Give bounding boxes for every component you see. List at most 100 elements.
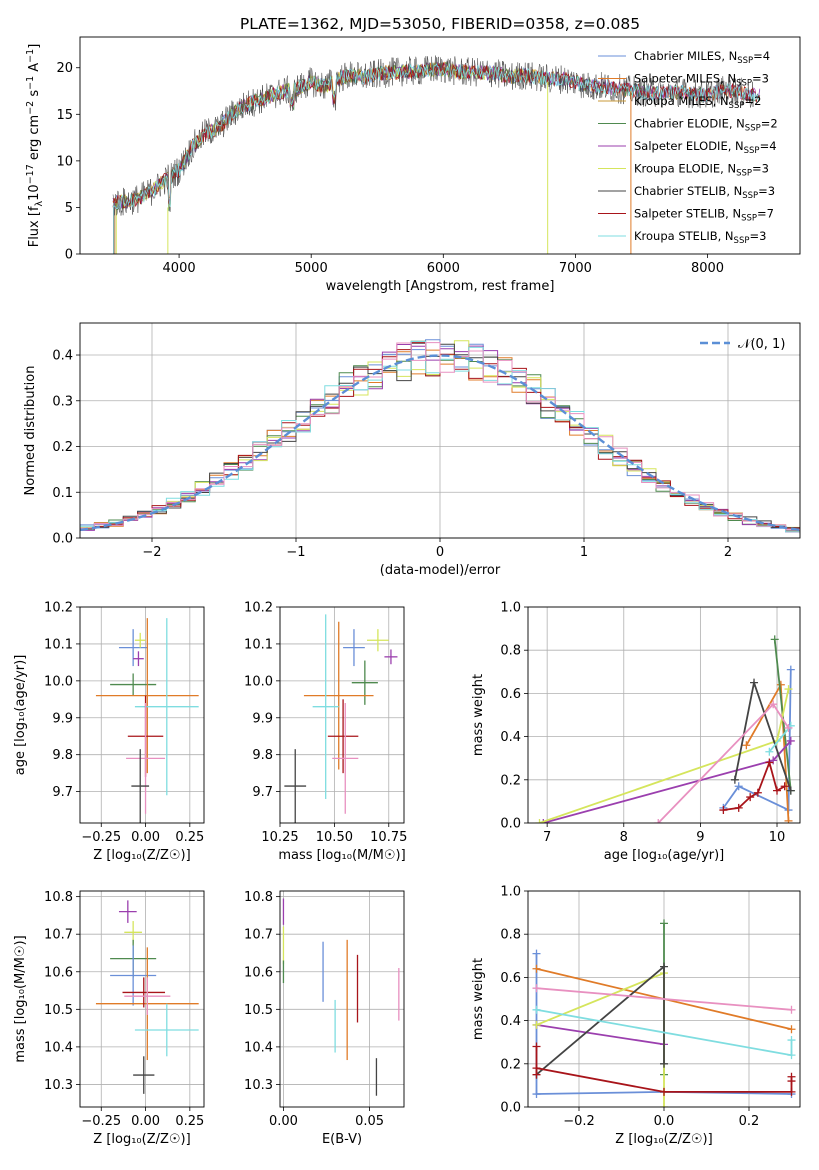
- legend-label-sub: SSP: [742, 191, 758, 201]
- y-label-part: 10: [27, 184, 42, 201]
- series-marker: [532, 964, 541, 973]
- errorbar-group: [284, 614, 398, 823]
- y-tick-label: 10.4: [44, 1040, 73, 1055]
- x-tick-label: 0.05: [355, 1114, 384, 1129]
- series-marker: [532, 1005, 541, 1014]
- legend-label-sub: SSP: [734, 236, 750, 246]
- legend-label-main: Salpeter MILES, N: [634, 72, 736, 86]
- y-tick-label: 10: [56, 154, 73, 169]
- y-tick-label: 9.7: [252, 785, 273, 800]
- x-tick-label: 8000: [691, 261, 724, 276]
- legend-label-sub: SSP: [729, 101, 745, 111]
- series-marker: [787, 1036, 796, 1045]
- y-tick-label: 10.3: [44, 1078, 73, 1093]
- legend-label-post: =4: [753, 49, 770, 63]
- y-tick-label: 10.6: [244, 965, 273, 980]
- y-tick-label: 15: [56, 108, 73, 123]
- series-marker: [532, 1090, 541, 1099]
- series-marker: [750, 678, 759, 687]
- y-tick-label: 5: [65, 201, 73, 216]
- axes-frame: [79, 322, 801, 539]
- x-axis-label: Z [log₁₀(Z/Z☉)]: [93, 848, 190, 863]
- y-tick-label: 10.8: [244, 890, 273, 905]
- spectrum-series-group: [112, 63, 760, 254]
- age-vs-metallicity-panel: −0.25 0.00 0.25 9.7 9.8 9.9 10.0 10.1 10.2 Z [log…: [13, 601, 205, 863]
- series-line: [539, 688, 790, 823]
- y-axis-label: age [log₁₀(age/yr)]: [13, 655, 28, 776]
- series-marker: [769, 700, 778, 709]
- errorbar-group: [95, 900, 199, 1094]
- legend-label: Salpeter ELODIE, NSSP=4: [634, 139, 777, 156]
- y-tick-label: 9.9: [52, 711, 73, 726]
- legend-label: Kroupa MILES, NSSP=2: [634, 94, 761, 111]
- y-tick-label: 0.2: [52, 440, 73, 455]
- y-tick-label: 9.7: [52, 785, 73, 800]
- mass-vs-ebv-panel: 0.00 0.05 10.3 10.4 10.5 10.6 10.7 10.8 E(B-V): [244, 890, 405, 1147]
- y-tick-label: 10.1: [44, 637, 73, 652]
- series-marker: [784, 816, 793, 823]
- series-marker: [730, 775, 739, 784]
- legend-label: 𝒩(0, 1): [738, 337, 785, 352]
- y-label-part: A: [27, 63, 42, 76]
- y-axis-label: mass weight: [471, 674, 486, 756]
- series-marker: [660, 919, 668, 928]
- y-label-part: s: [27, 90, 42, 101]
- x-tick-label: 10.75: [370, 830, 407, 845]
- x-tick-label: −0.25: [81, 830, 121, 845]
- x-tick-label: 0.25: [175, 830, 204, 845]
- series-marker: [765, 747, 774, 756]
- histogram-group: [80, 339, 800, 534]
- legend-label-post: =2: [761, 117, 778, 131]
- series-marker: [787, 1072, 796, 1081]
- series-line: [768, 725, 792, 753]
- x-tick-label: −0.25: [81, 1114, 121, 1129]
- y-tick-label: 10.3: [244, 1078, 273, 1093]
- y-tick-label: 0.6: [500, 687, 521, 702]
- y-label-part: λ: [34, 200, 45, 206]
- y-tick-label: 10.4: [244, 1040, 273, 1055]
- y-tick-label: 10.0: [44, 674, 73, 689]
- series-marker: [660, 1103, 668, 1107]
- y-tick-label: 0.3: [52, 394, 73, 409]
- spectrum-series-group: [112, 61, 761, 254]
- x-tick-label: 0.2: [739, 1114, 760, 1129]
- series-marker: [746, 793, 755, 802]
- y-label-part: −17: [25, 164, 36, 184]
- series-marker: [786, 736, 795, 745]
- legend-label-main: Chabrier STELIB, N: [634, 184, 742, 198]
- x-axis-label: wavelength [Angstrom, rest frame]: [326, 279, 555, 294]
- residuals-panel: −2 −1 0 1 2 0.0 0.1 0.2 0.3 0.4 (data-model)/error…: [23, 322, 801, 578]
- age-vs-mass-panel: 10.25 10.50 10.75 9.7 9.8 9.9 10.0 10.1 10.2 mass…: [244, 601, 407, 864]
- legend-label-main: Salpeter STELIB, N: [634, 207, 741, 221]
- legend-label-main: Kroupa MILES, N: [634, 94, 729, 108]
- legend-label-post: =3: [752, 72, 769, 86]
- figure-title: PLATE=1362, MJD=53050, FIBERID=0358, z=0…: [240, 15, 640, 33]
- x-tick-label: 4000: [163, 261, 196, 276]
- y-tick-label: 20: [56, 61, 73, 76]
- errorbar-group: [95, 618, 199, 823]
- mass-vs-metallicity-panel: −0.25 0.00 0.25 10.3 10.4 10.5 10.6 10.7 10.8 Z […: [13, 890, 205, 1147]
- series-line: [543, 740, 792, 823]
- x-tick-label: −1: [286, 545, 305, 560]
- mass-weight-vs-metallicity-panel: −0.2 0.0 0.2 0.0 0.2 0.4 0.6 0.8 1.0 Z [log₁₀(Z/Z…: [471, 885, 801, 1147]
- series-marker: [539, 819, 548, 823]
- series-marker: [787, 1087, 796, 1096]
- axes-frame: [79, 606, 205, 824]
- legend-label-post: =2: [744, 94, 761, 108]
- spectrum-panel: 4000 5000 6000 7000 8000 0 5 10 15 20 wavelength […: [25, 36, 801, 294]
- y-axis-label: Normed distribution: [23, 366, 38, 496]
- errorbar-group: [282, 898, 400, 1096]
- axes-frame: [79, 36, 801, 255]
- legend-label-main: Salpeter ELODIE, N: [634, 139, 744, 153]
- spectrum-line: [112, 62, 761, 209]
- x-axis-label: Z [log₁₀(Z/Z☉)]: [93, 1132, 190, 1147]
- series-marker: [532, 949, 541, 958]
- y-tick-label: 10.1: [244, 637, 273, 652]
- x-tick-label: 2: [724, 545, 732, 560]
- series-marker: [786, 665, 795, 674]
- x-tick-label: 6000: [427, 261, 460, 276]
- x-tick-label: 7000: [559, 261, 592, 276]
- series-marker: [787, 1005, 796, 1014]
- y-axis-label: Flux [fλ10−17 erg cm−2 s−1 A−1]: [25, 44, 45, 248]
- series-group: [535, 635, 795, 823]
